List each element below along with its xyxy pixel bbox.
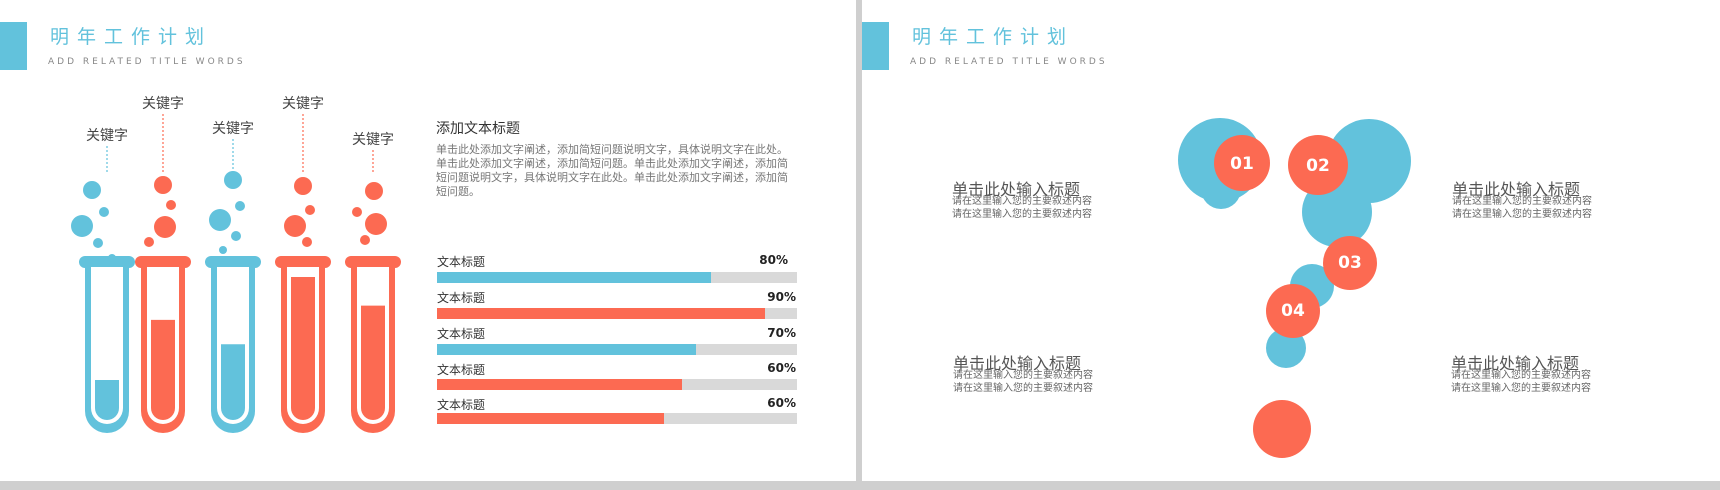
item-title[interactable]: 单击此处输入标题 [1451,354,1580,373]
bubble-decor [294,177,312,195]
bubble-02-label: 02 [1306,156,1330,176]
progress-label: 文本标题 [437,398,486,412]
bubble-04-label: 04 [1281,301,1305,321]
item-desc: 请在这里输入您的主要叙述内容 [952,196,1092,207]
keyword-label: 关键字 [86,128,128,144]
bubble-decor [1253,400,1311,458]
bubble-decor [305,205,315,215]
title-accent-bar [0,22,27,70]
bubble-01-label: 01 [1230,154,1254,174]
bubble-decor [360,235,370,245]
item-desc: 请在这里输入您的主要叙述内容 [953,370,1093,381]
item-desc: 请在这里输入您的主要叙述内容 [952,209,1092,220]
keyword-label: 关键字 [282,96,324,112]
progress-percent: 60% [767,396,796,410]
slide-subtitle: ADD RELATED TITLE WORDS [48,57,246,67]
slide-left[interactable]: 明年工作计划 ADD RELATED TITLE WORDS 关键字 关键字 关键字… [0,0,856,481]
slide-title: 明年工作计划 [50,26,213,48]
tube-liquid [291,277,315,420]
bubble-decor [93,238,103,248]
tube-liquid [361,305,385,420]
slide-title: 明年工作计划 [912,26,1075,48]
bubble-02 [1288,135,1348,195]
bubble-decor [235,201,245,211]
bubble-03-label: 03 [1338,253,1362,273]
bubble-decor [1266,328,1306,368]
keyword-label: 关键字 [212,121,254,137]
item-desc: 请在这里输入您的主要叙述内容 [1452,196,1592,207]
progress-label: 文本标题 [437,363,486,377]
bubble-04 [1266,284,1320,338]
progress-label: 文本标题 [437,291,486,305]
bubble-decor [352,207,362,217]
bubble-decor [365,182,383,200]
item-desc: 请在这里输入您的主要叙述内容 [1451,370,1591,381]
progress-label: 文本标题 [437,327,486,341]
item-desc: 请在这里输入您的主要叙述内容 [1451,383,1591,394]
progress-percent: 90% [767,290,796,304]
tube-liquid [95,379,119,420]
title-accent-bar [862,22,889,70]
bubble-decor [99,207,109,217]
text-block-title: 添加文本标题 [436,121,520,137]
progress-label: 文本标题 [437,255,486,269]
bubble-01 [1214,135,1270,191]
progress-percent: 60% [767,361,796,375]
bubble-decor [154,176,172,194]
item-desc: 请在这里输入您的主要叙述内容 [1452,209,1592,220]
progress-percent: 80% [759,253,788,267]
question-mark-bubbles: 01 02 03 04 [1178,118,1411,458]
bubble-decor [71,215,93,237]
progress-fill [437,344,697,355]
bubble-decor [219,246,227,254]
progress-fill [437,308,765,319]
bubble-decor [83,181,101,199]
progress-fill [437,413,664,424]
progress-fill [437,379,682,390]
bubble-decor [154,216,176,238]
progress-percent: 70% [767,326,796,340]
item-title[interactable]: 单击此处输入标题 [1452,180,1581,199]
item-desc: 请在这里输入您的主要叙述内容 [953,383,1093,394]
bubble-decor [231,231,241,241]
tube-liquid [221,344,245,420]
bubble-decor [144,237,154,247]
bubble-decor [209,209,231,231]
bubble-decor [302,237,312,247]
bubble-decor [224,171,242,189]
bubble-decor [166,200,176,210]
keyword-label: 关键字 [142,96,184,112]
slide-subtitle: ADD RELATED TITLE WORDS [910,57,1108,67]
slide-right[interactable]: 明年工作计划 ADD RELATED TITLE WORDS 单击此处输入标题 … [862,0,1720,481]
tube-liquid [151,319,175,420]
text-block-body: 单击此处添加文字阐述，添加简短问题说明文字，具体说明文字在此处。单击此处添加文字… [436,143,788,198]
bubble-decor [365,213,387,235]
progress-fill [437,272,711,283]
bubble-decor [284,215,306,237]
bubble-03 [1323,236,1377,290]
item-title[interactable]: 单击此处输入标题 [952,180,1081,199]
keyword-label: 关键字 [352,132,394,148]
item-title[interactable]: 单击此处输入标题 [953,354,1082,373]
